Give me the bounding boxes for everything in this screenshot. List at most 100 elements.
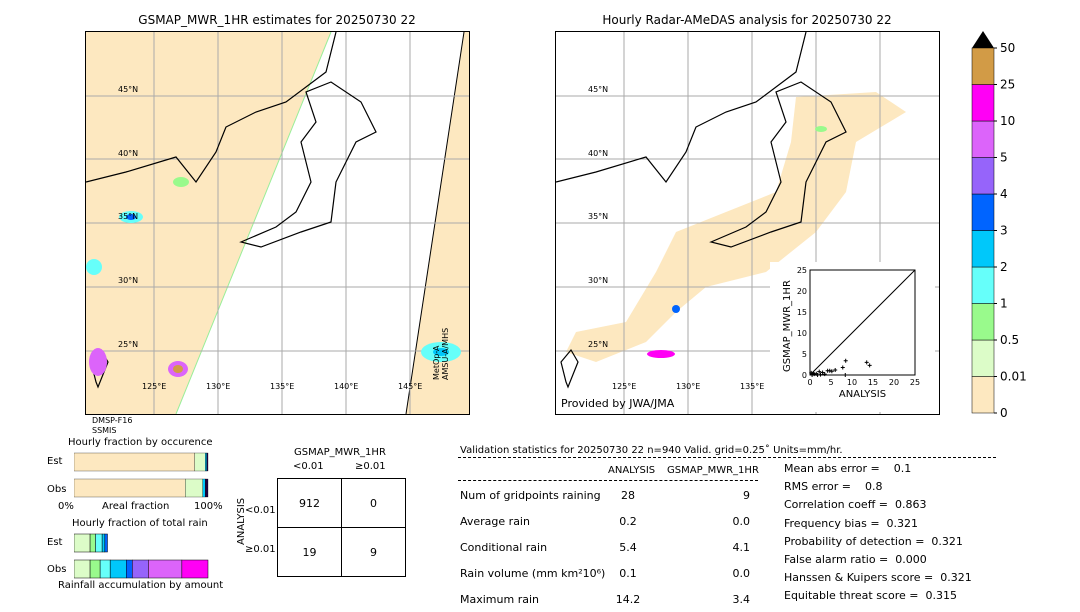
lat-label: 35°N xyxy=(588,212,609,221)
scatter-point xyxy=(829,369,834,374)
score: Mean abs error = 0.1 xyxy=(784,462,912,475)
score: RMS error = 0.8 xyxy=(784,480,883,494)
scatter-ylabel: GSMAP_MWR_1HR xyxy=(782,280,793,372)
rainfrac-segment xyxy=(74,559,91,579)
gridlines xyxy=(86,32,469,414)
occurrence-segment xyxy=(205,452,207,472)
scatter-inset: 0 0 5 5 10 10 15 15 20 20 25 25 xyxy=(770,262,935,412)
stats-col: ANALYSIS xyxy=(608,465,656,476)
lon-label: 145°E xyxy=(398,382,423,391)
colorbar-tick-label: 2 xyxy=(1000,260,1008,274)
y-tick-label: 0 xyxy=(802,371,807,380)
x-tick-label: 0 xyxy=(807,378,812,387)
stat-label: Num of gridpoints raining xyxy=(460,489,601,502)
occurrence-segment xyxy=(194,452,206,472)
rainfrac-segment xyxy=(181,559,209,579)
col-label: <0.01 xyxy=(293,461,324,472)
y-tick-label: 15 xyxy=(797,308,807,317)
lon-label: 130°E xyxy=(206,382,231,391)
lat-label: 45°N xyxy=(118,85,139,94)
scatter-point xyxy=(840,365,845,370)
score: Hanssen & Kuipers score = 0.321 xyxy=(784,571,972,585)
scatter-point xyxy=(843,373,848,377)
sensor-label-right: MetOp-A AMSU-A/MHS xyxy=(432,328,450,380)
rainfrac-segment xyxy=(132,559,149,579)
sensor-name: MetOp-A xyxy=(432,345,441,380)
sensor-instrument: AMSU-A/MHS xyxy=(441,327,450,380)
scatter-point xyxy=(817,369,822,374)
x-tick-label: 5 xyxy=(828,378,833,387)
rainfrac-segment xyxy=(99,559,111,579)
lat-label: 40°N xyxy=(118,149,139,158)
colorbar-tick-label: 1 xyxy=(1000,297,1008,311)
lon-label: 135°E xyxy=(740,382,765,391)
rainfrac-segment xyxy=(89,533,96,553)
y-tick-label: 10 xyxy=(797,329,807,338)
stat-b: 3.4 xyxy=(732,593,751,606)
occurrence-bars xyxy=(74,452,209,498)
left-map-title: GSMAP_MWR_1HR estimates for 20250730 22 xyxy=(138,13,416,27)
score: False alarm ratio = 0.000 xyxy=(784,553,927,566)
colorbar-extend-arrow xyxy=(972,31,994,48)
score: Equitable threat score = 0.315 xyxy=(784,589,957,603)
y-tick-label: 5 xyxy=(802,350,807,359)
occ-x1: 100% xyxy=(194,501,223,512)
rainfrac-segment xyxy=(104,533,108,553)
lat-label: 30°N xyxy=(588,276,609,285)
occurrence-segment xyxy=(206,452,209,472)
col-label: ≥0.01 xyxy=(355,461,386,472)
score: Probability of detection = 0.321 xyxy=(784,534,963,548)
occurrence-segment xyxy=(205,478,209,498)
colorbar-segment xyxy=(971,157,995,195)
occurrence-segment xyxy=(74,452,195,472)
row-label: ≥0.01 xyxy=(245,544,276,555)
stat-b: 4.1 xyxy=(732,541,751,554)
cell-hit-none: 912 xyxy=(277,478,342,528)
stat-a: 0.2 xyxy=(619,515,637,528)
colorbar-segment xyxy=(971,120,995,158)
scatter-point xyxy=(864,360,869,365)
colorbar: 0 0.01 0.5 1 2 3 4 5 10 25 50 xyxy=(971,31,1027,420)
stat-a: 5.4 xyxy=(619,541,637,554)
colorbar-tick-label: 5 xyxy=(1000,151,1008,165)
lat-label: 45°N xyxy=(588,85,609,94)
est-label: Est xyxy=(47,537,63,548)
colorbar-segment xyxy=(971,84,995,122)
scatter-point xyxy=(843,358,848,363)
stat-label: Maximum rain xyxy=(460,593,539,606)
scatter-point xyxy=(811,371,816,376)
colorbar-segment xyxy=(971,266,995,304)
rainfrac-segment xyxy=(126,559,133,579)
occ-xmid: Areal fraction xyxy=(102,501,170,512)
est-label: Est xyxy=(47,456,63,467)
colorbar-segment xyxy=(971,376,995,414)
rainfrac-bars xyxy=(74,533,209,579)
rainfrac-title: Hourly fraction of total rain xyxy=(72,518,208,529)
occ-x0: 0% xyxy=(58,501,74,512)
lon-label: 125°E xyxy=(612,382,637,391)
rainfrac-segment xyxy=(89,559,101,579)
rain-cells xyxy=(86,177,461,377)
diagonal-line xyxy=(809,269,916,376)
colorbar-segment xyxy=(971,230,995,268)
score: Correlation coeff = 0.863 xyxy=(784,498,927,512)
credit: Provided by JWA/JMA xyxy=(561,397,675,410)
colorbar-tick-label: 50 xyxy=(1000,41,1015,55)
right-map-title: Hourly Radar-AMeDAS analysis for 2025073… xyxy=(602,13,892,27)
scatter-point xyxy=(867,363,872,368)
lon-label: 125°E xyxy=(142,382,167,391)
coastline xyxy=(556,32,847,389)
scatter-point xyxy=(822,372,827,377)
rainfrac-segment xyxy=(74,533,91,553)
lon-label: 130°E xyxy=(676,382,701,391)
sensor-label: DMSP-F16 xyxy=(92,416,133,425)
left-map-canvas xyxy=(86,32,469,414)
contingency-title: GSMAP_MWR_1HR xyxy=(294,447,386,458)
sensor-label: SSMIS xyxy=(92,426,117,435)
stat-b: 0.0 xyxy=(732,515,751,528)
scatter-point xyxy=(815,373,820,377)
x-tick-label: 25 xyxy=(910,378,920,387)
lat-label: 40°N xyxy=(588,149,609,158)
occurrence-segment xyxy=(185,478,203,498)
cell-miss: 19 xyxy=(277,527,342,577)
